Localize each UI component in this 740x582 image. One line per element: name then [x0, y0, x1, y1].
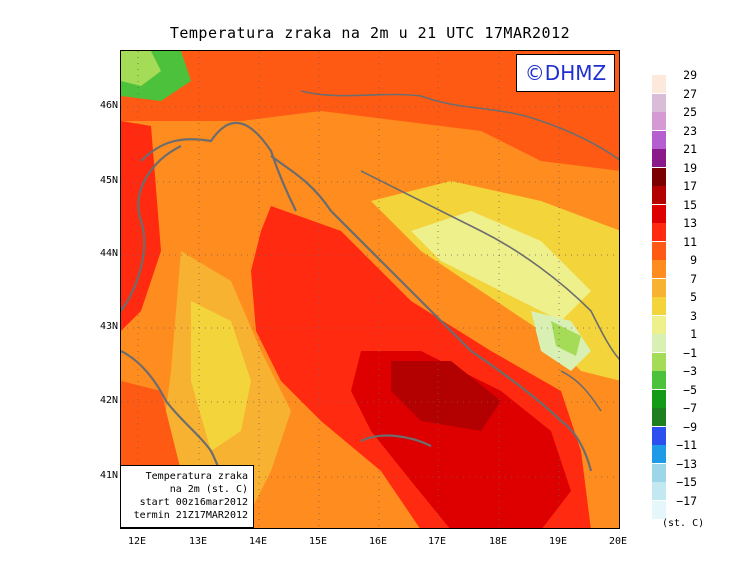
north-italy-coastline — [140, 121, 297, 212]
lon-label: 20E — [608, 536, 628, 547]
legend-label: 17 — [683, 179, 697, 193]
lat-label: 41N — [99, 470, 118, 481]
legend-label: −3 — [683, 364, 697, 378]
info-line-unit: na 2m (st. C) — [169, 484, 248, 495]
legend-unit: (st. C) — [662, 518, 705, 529]
legend-label: 19 — [683, 160, 697, 175]
italy-coastline-west — [121, 145, 182, 312]
north-warm-zone — [121, 51, 619, 171]
lon-label: 14E — [248, 536, 268, 547]
legend-swatch — [652, 278, 666, 297]
legend-label: 3 — [690, 308, 697, 323]
legend-swatch — [652, 75, 666, 93]
info-line-termin: termin 21Z17MAR2012 — [133, 510, 248, 521]
legend-swatch — [652, 297, 666, 315]
legend-swatch — [652, 463, 666, 482]
lon-label: 16E — [368, 536, 388, 547]
legend-label: −5 — [683, 382, 697, 397]
legend-label: 7 — [690, 271, 697, 286]
temperature-map — [120, 50, 620, 529]
legend-label: 23 — [683, 123, 697, 138]
legend-label: −11 — [676, 438, 697, 452]
legend-swatch — [652, 389, 666, 408]
lon-label: 12E — [127, 536, 147, 547]
legend-swatch — [652, 482, 666, 500]
lat-label: 46N — [99, 100, 118, 111]
dalmatian-coastline — [270, 155, 593, 472]
legend-swatch — [652, 352, 666, 371]
dhmz-logo: ©DHMZ — [516, 54, 615, 92]
adriatic-hottest-zone — [391, 361, 501, 431]
legend-label: 1 — [690, 327, 697, 341]
legend-label: 13 — [683, 216, 697, 230]
legend-label: −17 — [676, 493, 697, 508]
legend-label: −13 — [676, 456, 697, 471]
temperature-field — [121, 51, 619, 528]
legend-label: 25 — [683, 105, 697, 119]
legend-label: 21 — [683, 142, 697, 156]
legend-swatch — [652, 204, 666, 223]
legend-label: −15 — [676, 475, 697, 489]
montenegro-border — [560, 370, 602, 412]
lat-label: 42N — [99, 395, 118, 406]
legend-label: −9 — [683, 419, 697, 434]
legend-label: 27 — [683, 86, 697, 101]
alpine-cold-zone-2 — [121, 51, 161, 86]
italy-hills-zone — [191, 301, 251, 451]
italy-west-warm — [121, 121, 161, 331]
lat-label: 44N — [99, 248, 118, 259]
map-title: Temperatura zraka na 2m u 21 UTC 17MAR20… — [169, 24, 571, 42]
legend-swatch — [652, 260, 666, 278]
legend-label: 11 — [683, 234, 697, 249]
legend-swatch — [652, 500, 666, 519]
lon-label: 17E — [427, 536, 447, 547]
legend-swatch — [652, 112, 666, 130]
croatia-bosnia-border — [360, 170, 619, 360]
legend-label: 15 — [683, 197, 697, 212]
lon-label: 13E — [188, 536, 208, 547]
info-box: Temperatura zraka na 2m (st. C) start 00… — [120, 465, 254, 528]
info-line-variable: Temperatura zraka — [145, 471, 248, 482]
legend-swatch — [652, 315, 666, 334]
legend-swatch — [652, 426, 666, 445]
lat-label: 43N — [99, 321, 118, 332]
inland-pale-zone — [411, 211, 591, 321]
legend-label: 29 — [683, 68, 697, 82]
legend-swatch — [652, 130, 666, 149]
lon-label: 15E — [308, 536, 328, 547]
borders — [300, 90, 619, 412]
legend-swatch — [652, 371, 666, 389]
legend-swatch — [652, 167, 666, 186]
info-line-start: start 00z16mar2012 — [139, 497, 248, 508]
legend-swatch — [652, 241, 666, 260]
lat-label: 45N — [99, 175, 118, 186]
legend-label: 5 — [690, 290, 697, 304]
legend-swatch — [652, 186, 666, 204]
legend-swatch — [652, 223, 666, 241]
lon-label: 19E — [548, 536, 568, 547]
legend-swatch — [652, 149, 666, 167]
legend-swatch — [652, 334, 666, 352]
legend-swatch — [652, 93, 666, 112]
lon-label: 18E — [488, 536, 508, 547]
legend-label: −7 — [683, 401, 697, 415]
legend-swatch — [652, 445, 666, 463]
mountain-cold-zone — [551, 321, 581, 356]
legend-swatch — [652, 408, 666, 426]
north-border — [300, 90, 619, 161]
legend-label: 9 — [690, 253, 697, 267]
gargano-coastline — [360, 434, 432, 447]
legend-label: −1 — [683, 345, 697, 360]
